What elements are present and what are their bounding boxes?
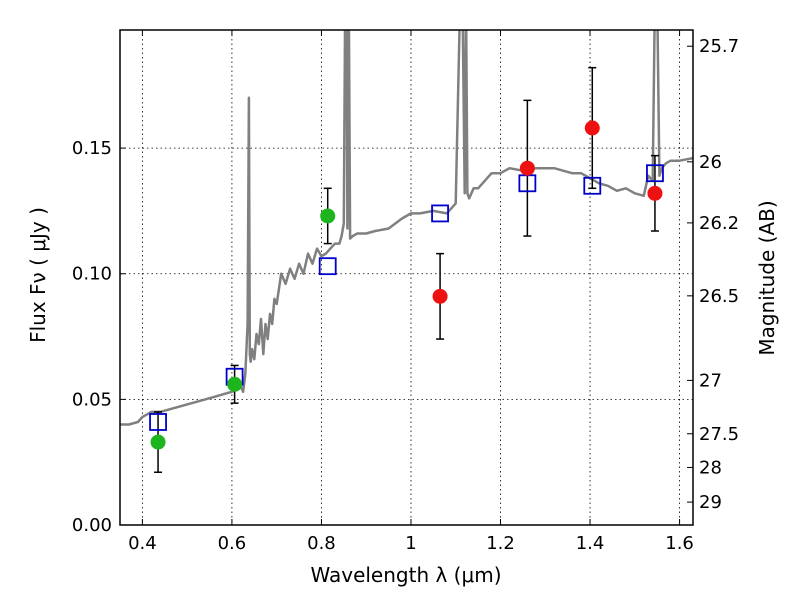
right-axis-ticks: 25.7 26 26.2 26.5 27 27.5 28 29: [687, 36, 739, 513]
y-axis-label: Flux Fν ( μJy ): [26, 207, 50, 343]
x-tick-label: 1.4: [576, 533, 605, 554]
right-tick-label: 26: [699, 152, 722, 173]
model-photometry-square: [646, 164, 664, 183]
y-tick-label: 0.15: [72, 138, 112, 159]
right-tick-label: 26.5: [699, 286, 739, 307]
x-tick-label: 1: [405, 533, 416, 554]
model-photometry-square: [431, 204, 449, 223]
plot-frame: [119, 29, 694, 526]
detection-point: [432, 288, 448, 304]
detection-point: [647, 185, 663, 201]
y-tick-label: 0.00: [72, 515, 112, 536]
right-tick-label: 27: [699, 370, 722, 391]
y-axis-ticks: 0.00 0.05 0.10 0.15: [72, 138, 126, 536]
right-tick-label: 27.5: [699, 424, 739, 445]
right-tick-label: 28: [699, 457, 722, 478]
y-tick-label: 0.05: [72, 389, 112, 410]
detection-point: [584, 120, 600, 136]
x-tick-label: 1.2: [486, 533, 515, 554]
x-tick-label: 1.6: [665, 533, 694, 554]
x-axis-label: Wavelength λ (μm): [310, 563, 501, 587]
right-tick-label: 29: [699, 492, 722, 513]
right-tick-label: 26.2: [699, 213, 739, 234]
x-axis-ticks: 0.4 0.6 0.8 1 1.2 1.4 1.6: [128, 30, 694, 554]
x-tick-label: 0.4: [128, 533, 157, 554]
detection-point: [519, 160, 535, 176]
model-photometry-square: [318, 257, 337, 276]
detection-point: [150, 434, 166, 450]
model-photometry-square: [149, 413, 167, 431]
right-axis-label: Magnitude (AB): [755, 200, 779, 355]
error-bars: [154, 66, 659, 473]
detection-point: [227, 376, 243, 392]
x-tick-label: 0.8: [307, 533, 336, 554]
grid: [120, 30, 693, 526]
right-tick-label: 25.7: [699, 36, 739, 57]
data-markers: [149, 120, 664, 450]
y-tick-label: 0.10: [72, 264, 112, 285]
x-tick-label: 0.6: [218, 533, 247, 554]
model-photometry-square: [583, 176, 602, 195]
detection-point: [320, 208, 336, 224]
